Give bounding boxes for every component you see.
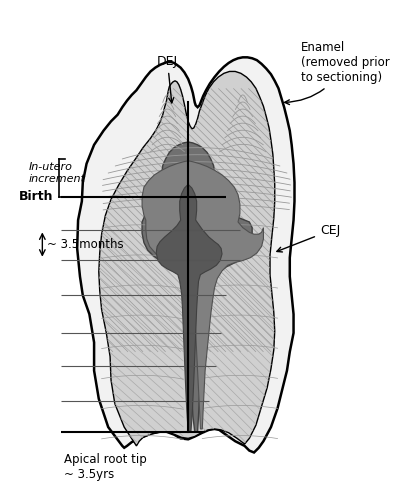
Text: Apical root tip
~ 3.5yrs: Apical root tip ~ 3.5yrs	[64, 454, 147, 481]
Text: DEJ: DEJ	[157, 55, 178, 103]
Text: ~ 3.5months: ~ 3.5months	[47, 238, 124, 251]
PathPatch shape	[142, 161, 264, 429]
PathPatch shape	[142, 142, 252, 432]
Text: CEJ: CEJ	[277, 224, 340, 252]
Text: Enamel
(removed prior
to sectioning): Enamel (removed prior to sectioning)	[285, 42, 390, 104]
PathPatch shape	[99, 72, 275, 446]
PathPatch shape	[156, 184, 222, 431]
Text: In-utero
increment: In-utero increment	[28, 162, 85, 184]
PathPatch shape	[77, 58, 295, 452]
Text: Birth: Birth	[19, 190, 53, 203]
